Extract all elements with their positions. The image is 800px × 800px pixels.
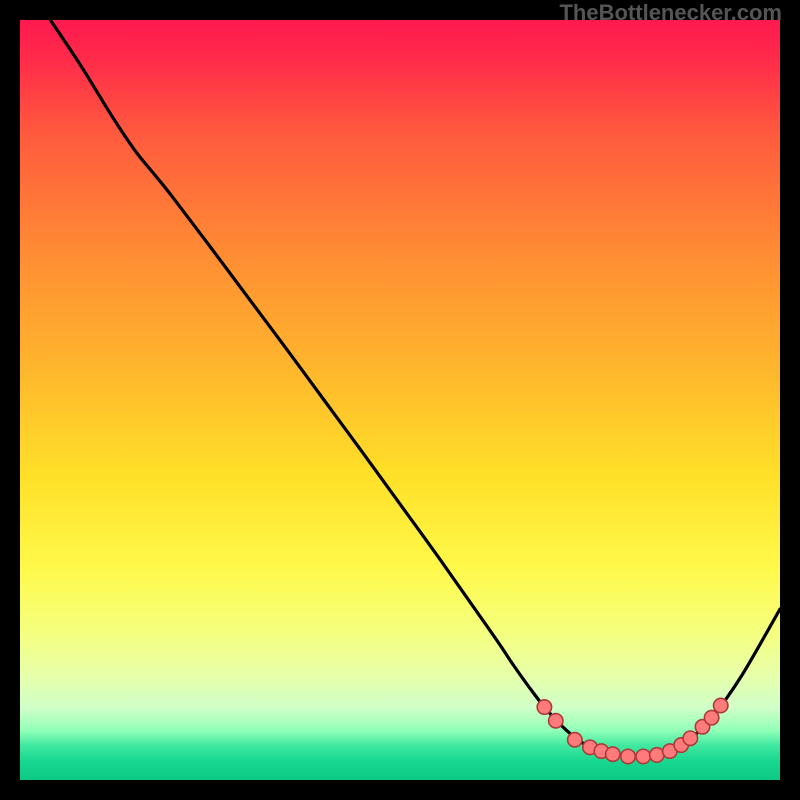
data-marker — [683, 731, 697, 745]
plot-area — [20, 20, 780, 780]
chart-container: TheBottlenecker.com — [0, 0, 800, 800]
data-marker — [568, 733, 582, 747]
gradient-background — [20, 20, 780, 780]
data-marker — [549, 714, 563, 728]
data-marker — [606, 747, 620, 761]
plot-svg — [20, 20, 780, 780]
data-marker — [537, 700, 551, 714]
data-marker — [621, 749, 635, 763]
data-marker — [704, 710, 718, 724]
data-marker — [636, 749, 650, 763]
data-marker — [714, 698, 728, 712]
watermark-label: TheBottlenecker.com — [559, 0, 782, 26]
